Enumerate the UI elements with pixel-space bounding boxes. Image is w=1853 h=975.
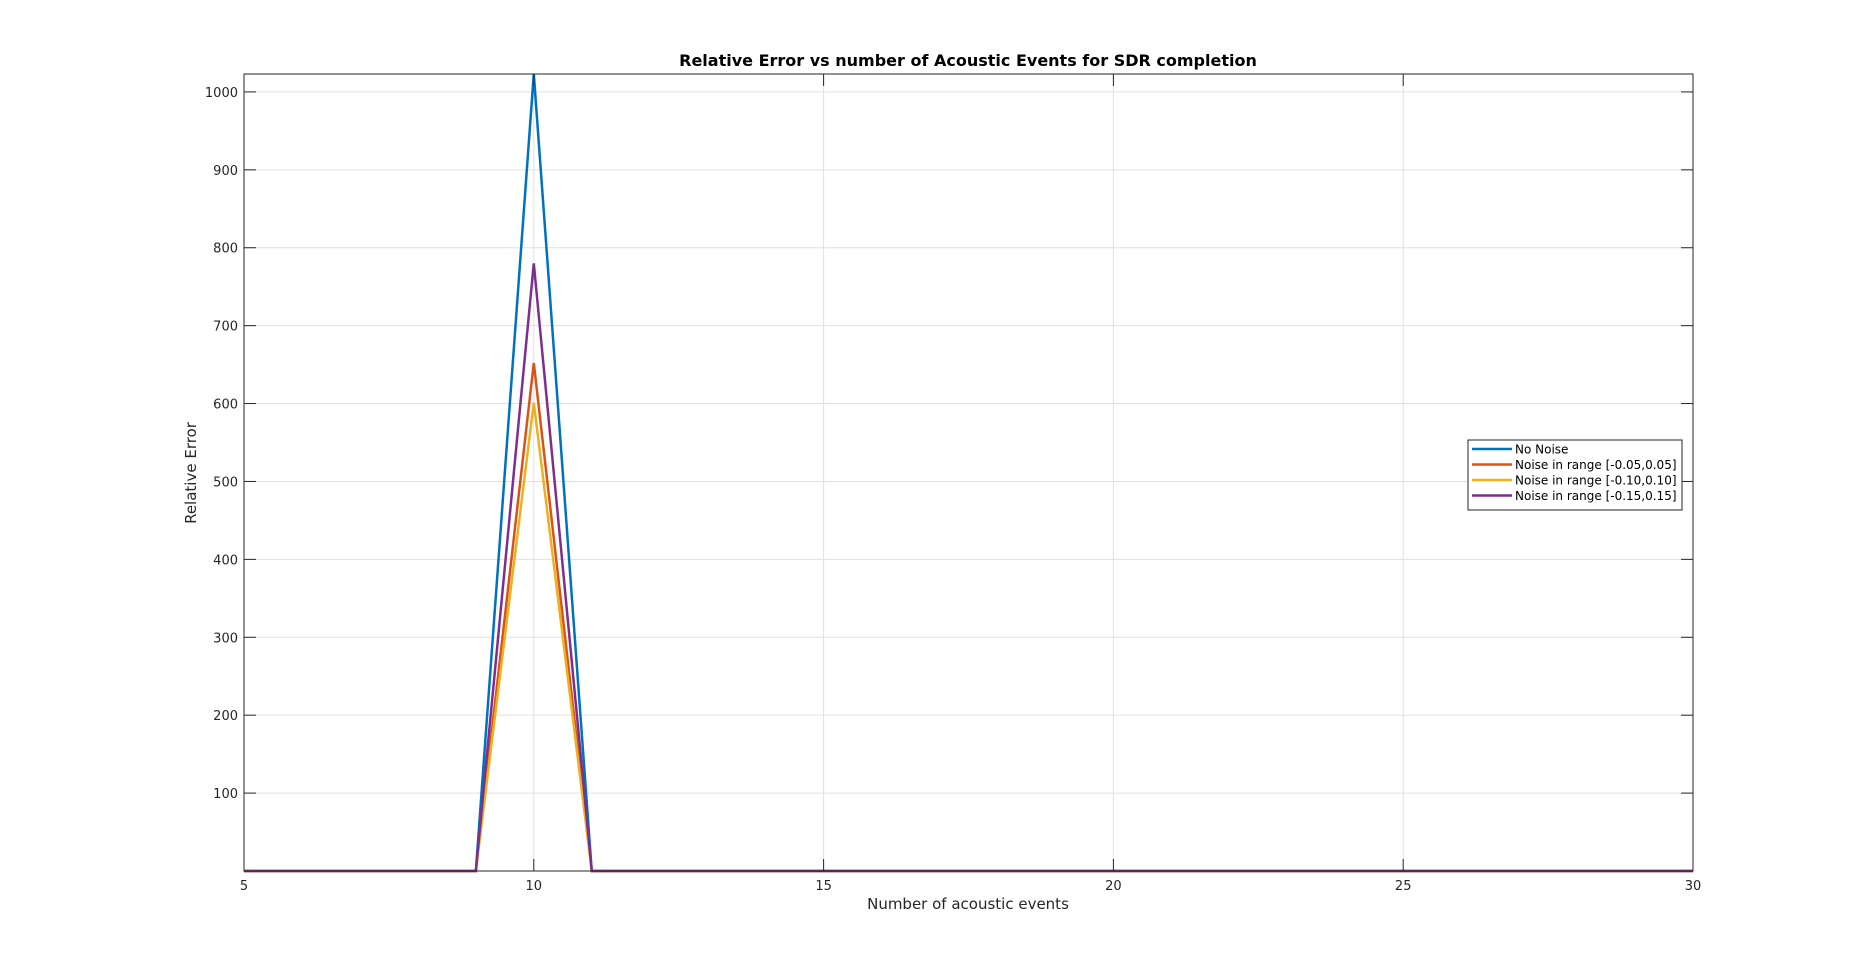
y-tick-label: 1000: [205, 86, 238, 101]
chart-title: Relative Error vs number of Acoustic Eve…: [679, 51, 1257, 70]
y-axis-label: Relative Error: [182, 421, 200, 524]
x-tick-label: 10: [526, 879, 543, 894]
y-tick-label: 200: [213, 709, 238, 724]
y-tick-label: 900: [213, 164, 238, 179]
axes-box: [243, 73, 1694, 872]
legend-label-2: Noise in range [-0.05,0.05]: [1515, 458, 1677, 472]
x-tick-label: 5: [240, 879, 248, 894]
y-tick-label: 100: [213, 787, 238, 802]
axes: 5 10 15 20 25 30 100 200 300 400 500 600 700 800 900 10…: [205, 73, 1702, 894]
legend-label-1: No Noise: [1515, 443, 1568, 457]
grid: [243, 74, 1694, 871]
legend-label-3: Noise in range [-0.10,0.10]: [1515, 474, 1677, 488]
y-tick-label: 500: [213, 475, 238, 490]
x-axis-label: Number of acoustic events: [867, 895, 1069, 913]
x-tick-label: 15: [815, 879, 832, 894]
x-tick-label: 20: [1105, 879, 1122, 894]
legend-label-4: Noise in range [-0.15,0.15]: [1515, 489, 1677, 503]
legend-box: [1467, 439, 1683, 511]
y-tick-label: 600: [213, 398, 238, 413]
x-tick-label: 30: [1685, 879, 1702, 894]
y-tick-label: 700: [213, 320, 238, 335]
x-tick-label: 25: [1395, 879, 1412, 894]
y-tick-label: 400: [213, 553, 238, 568]
y-tick-label: 800: [213, 242, 238, 257]
y-tick-label: 300: [213, 631, 238, 646]
